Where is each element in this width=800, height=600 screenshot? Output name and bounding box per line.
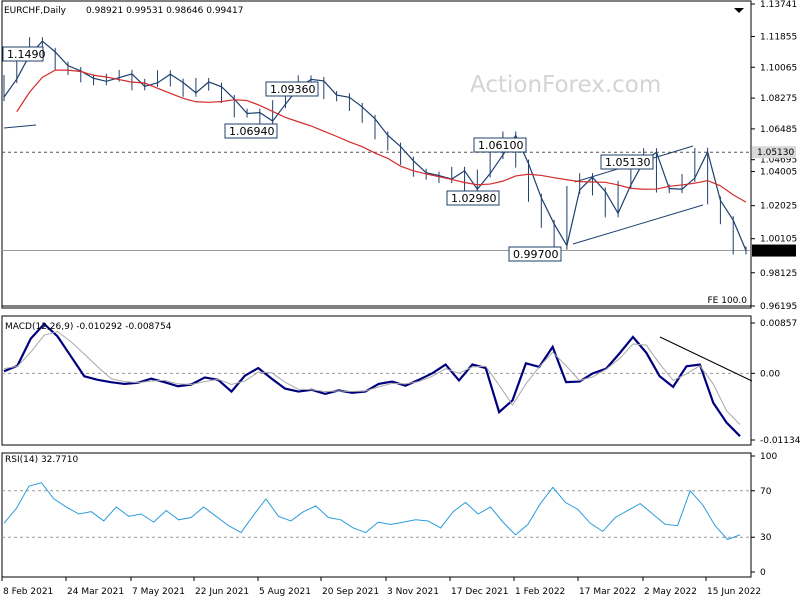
x-axis: 8 Feb 2021 24 Mar 2021 7 May 2021 22 Jun 20…	[1, 577, 761, 597]
macd-axis: 0.00857 0.00 -0.011345	[2, 319, 800, 446]
svg-text:0.99700: 0.99700	[513, 248, 559, 261]
price-tick-label: 1.10065	[760, 63, 797, 73]
price-series	[3, 40, 747, 251]
svg-text:0.99417: 0.99417	[757, 247, 794, 257]
price-lines	[3, 37, 747, 255]
price-tick-label: 1.08275	[760, 94, 797, 104]
price-annotation: 1.1490	[2, 46, 46, 62]
price-levels	[2, 124, 751, 307]
svg-text:1.1490: 1.1490	[7, 48, 46, 61]
macd-tick-label: 0.00	[760, 369, 780, 379]
x-tick-label: 24 Mar 2021	[67, 587, 124, 597]
price-annotation: 1.09360	[265, 81, 319, 97]
price-annotation: 1.02980	[446, 190, 500, 206]
price-annotation: 1.06100	[473, 137, 527, 153]
x-tick-label: 8 Feb 2021	[3, 587, 53, 597]
price-annotation: 0.99700	[508, 246, 562, 262]
macd-tick-label: -0.011345	[760, 436, 800, 446]
price-tick-label: 0.96195	[760, 302, 797, 312]
x-tick-label: 17 Dec 2021	[451, 587, 509, 597]
x-tick-label: 17 Mar 2022	[579, 587, 636, 597]
price-tick-label: 1.04695	[760, 156, 797, 166]
ohlc-values: 0.98921 0.99531 0.98646 0.99417	[86, 6, 243, 16]
price-annotations: 1.1490 1.09360 1.06940 1.06100 1.02980 1.0513…	[2, 46, 654, 262]
moving-average-line	[16, 69, 747, 203]
price-panel	[1, 0, 752, 309]
price-tick-label: 1.13741	[760, 0, 797, 10]
price-tick-label: 1.11855	[760, 32, 797, 42]
svg-text:1.06100: 1.06100	[478, 139, 524, 152]
trendline-left	[3, 124, 37, 129]
svg-text:1.06940: 1.06940	[229, 125, 275, 138]
svg-text:1.05130: 1.05130	[605, 156, 651, 169]
svg-text:1.02980: 1.02980	[451, 192, 497, 205]
price-tick-label: 1.04005	[760, 168, 797, 178]
chevron-down-icon[interactable]	[734, 8, 744, 13]
channel-lower	[572, 204, 704, 245]
x-tick-label: 7 May 2021	[132, 587, 185, 597]
svg-text:1.05130: 1.05130	[757, 148, 794, 158]
macd-trendline	[659, 336, 753, 382]
signal-line	[3, 331, 741, 425]
price-axis: 1.13741 1.11855 1.10065 1.08275 1.06485 1.046…	[751, 0, 797, 312]
rsi-tick-label: 30	[760, 533, 772, 543]
rsi-tick-label: 70	[760, 487, 772, 497]
x-tick-label: 1 Feb 2022	[515, 587, 565, 597]
x-tick-label: 22 Jun 2021	[195, 587, 249, 597]
price-annotation: 1.06940	[224, 123, 278, 139]
x-tick-label: 2 May 2022	[644, 587, 697, 597]
price-annotation: 1.05130	[600, 154, 654, 170]
rsi-axis: 100 70 30 0	[2, 452, 777, 578]
rsi-line	[3, 482, 741, 541]
level-price-box: 1.05130	[752, 146, 796, 159]
rsi-lines	[3, 482, 741, 541]
fe-label: FE 100.0	[708, 296, 748, 306]
svg-text:1.09360: 1.09360	[270, 83, 316, 96]
macd-lines	[3, 322, 753, 437]
x-tick-label: 15 Jun 2022	[707, 587, 761, 597]
rsi-panel	[1, 452, 752, 578]
price-tick-label: 0.98125	[760, 269, 797, 279]
price-tick-label: 1.06485	[760, 125, 797, 135]
watermark: ActionForex.com	[470, 72, 661, 98]
macd-line	[3, 322, 741, 437]
price-tick-label: 1.02025	[760, 202, 797, 212]
macd-panel	[1, 315, 752, 446]
macd-tick-label: 0.00857	[760, 319, 797, 329]
macd-title: MACD(12,26,9) -0.010292 -0.008754	[5, 322, 172, 332]
x-tick-label: 20 Sep 2021	[322, 587, 379, 597]
current-price-box: 0.99417	[752, 244, 796, 257]
price-tick-label: 1.00105	[760, 235, 797, 245]
rsi-tick-label: 100	[760, 452, 777, 462]
x-tick-label: 5 Aug 2021	[259, 587, 311, 597]
symbol-label: EURCHF,Daily	[4, 6, 67, 16]
rsi-title: RSI(14) 32.7710	[5, 455, 78, 465]
x-tick-label: 3 Nov 2021	[387, 587, 439, 597]
rsi-tick-label: 0	[760, 568, 766, 578]
